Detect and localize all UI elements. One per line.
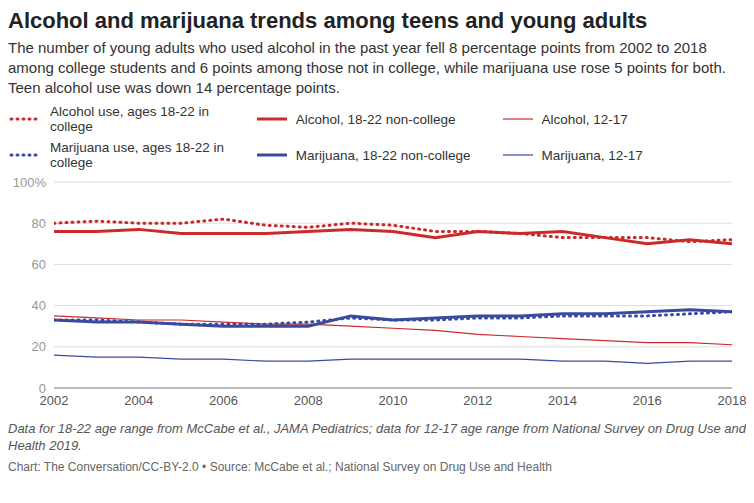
svg-text:60: 60 — [32, 257, 46, 272]
html-text:Alcohol use, ages 18-22 in col: Alcohol use, ages 18-22 in college — [50, 104, 210, 134]
svg-text:100%: 100% — [13, 175, 47, 190]
svg-text:2006: 2006 — [209, 393, 238, 408]
html-text:Marijuana use, ages 18-22 in c: Marijuana use, ages 18-22 in college — [50, 140, 225, 170]
svg-text:2012: 2012 — [463, 393, 492, 408]
svg-text:2008: 2008 — [294, 393, 323, 408]
html-text:Alcohol, 12-17: Alcohol, 12-17 — [541, 111, 628, 127]
html-text:Marijuana, 18-22 non-college: Marijuana, 18-22 non-college — [295, 147, 471, 163]
svg-text:0: 0 — [39, 381, 46, 396]
svg-text:2004: 2004 — [124, 393, 153, 408]
html-text:The number of young adults who: The number of young adults who used alco… — [8, 39, 726, 96]
html-text:Marijuana, 12-17: Marijuana, 12-17 — [541, 147, 643, 163]
html-text:Alcohol, 18-22 non-college: Alcohol, 18-22 non-college — [295, 111, 456, 127]
svg-text:2014: 2014 — [548, 393, 577, 408]
svg-text:2018: 2018 — [718, 393, 746, 408]
svg-text:80: 80 — [32, 216, 46, 231]
html-text:Alcohol and marijuana trends a: Alcohol and marijuana trends among teens… — [8, 8, 648, 33]
html-text:Data for 18-22 age range from: Data for 18-22 age range from McCabe et … — [8, 421, 746, 453]
svg-text:2002: 2002 — [39, 393, 69, 409]
svg-text:2010: 2010 — [379, 393, 408, 408]
svg-text:2016: 2016 — [633, 393, 662, 408]
svg-text:40: 40 — [32, 298, 46, 313]
svg-text:20: 20 — [32, 339, 46, 354]
html-text:Chart: The Conversation/CC-BY-: Chart: The Conversation/CC-BY-2.0 • Sour… — [8, 460, 552, 474]
